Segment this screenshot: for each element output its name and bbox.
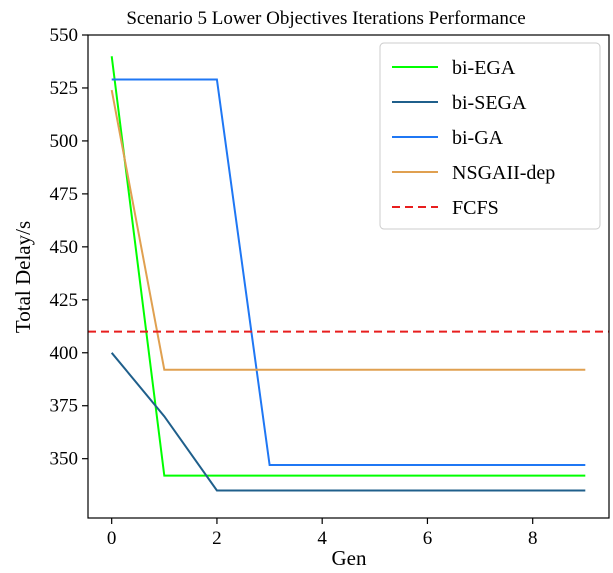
legend-box — [379, 42, 601, 230]
legend: bi-EGA bi-SEGA bi-GA NSGAII-dep FCFS — [379, 42, 601, 230]
series-line-bi-ga — [111, 78, 586, 466]
y-tick-label: 450 — [50, 237, 79, 258]
legend-label-bi-ga: bi-GA — [452, 127, 504, 149]
chart-title: Scenario 5 Lower Objectives Iterations P… — [126, 8, 525, 29]
y-axis: 350 375 400 425 450 475 500 525 550 — [50, 25, 88, 470]
series-line-nsgaii-dep — [110, 89, 586, 371]
legend-label-bi-sega: bi-SEGA — [452, 92, 527, 114]
x-tick-label: 6 — [423, 528, 433, 549]
x-tick-label: 2 — [212, 528, 222, 549]
y-tick-label: 375 — [50, 396, 79, 417]
legend-label-nsgaii-dep: NSGAII-dep — [452, 162, 555, 184]
series-line-bi-ega — [110, 56, 586, 477]
x-axis: 0 2 4 6 8 — [107, 518, 538, 549]
y-tick-label: 550 — [50, 25, 79, 46]
legend-label-fcfs: FCFS — [452, 197, 499, 219]
y-tick-label: 475 — [50, 184, 79, 205]
y-tick-label: 350 — [50, 449, 79, 470]
x-tick-label: 8 — [528, 528, 538, 549]
x-axis-label: Gen — [332, 546, 367, 570]
y-axis-label: Total Delay/s — [11, 221, 35, 333]
series-layer — [88, 56, 609, 492]
x-tick-label: 0 — [107, 528, 117, 549]
y-tick-label: 500 — [50, 131, 79, 152]
y-tick-label: 425 — [50, 290, 79, 311]
x-tick-label: 4 — [317, 528, 327, 549]
plot-frame — [87, 34, 610, 519]
series-line-bi-sega — [110, 352, 586, 492]
legend-label-bi-ega: bi-EGA — [452, 57, 516, 79]
y-tick-label: 525 — [50, 78, 79, 99]
y-tick-label: 400 — [50, 343, 79, 364]
